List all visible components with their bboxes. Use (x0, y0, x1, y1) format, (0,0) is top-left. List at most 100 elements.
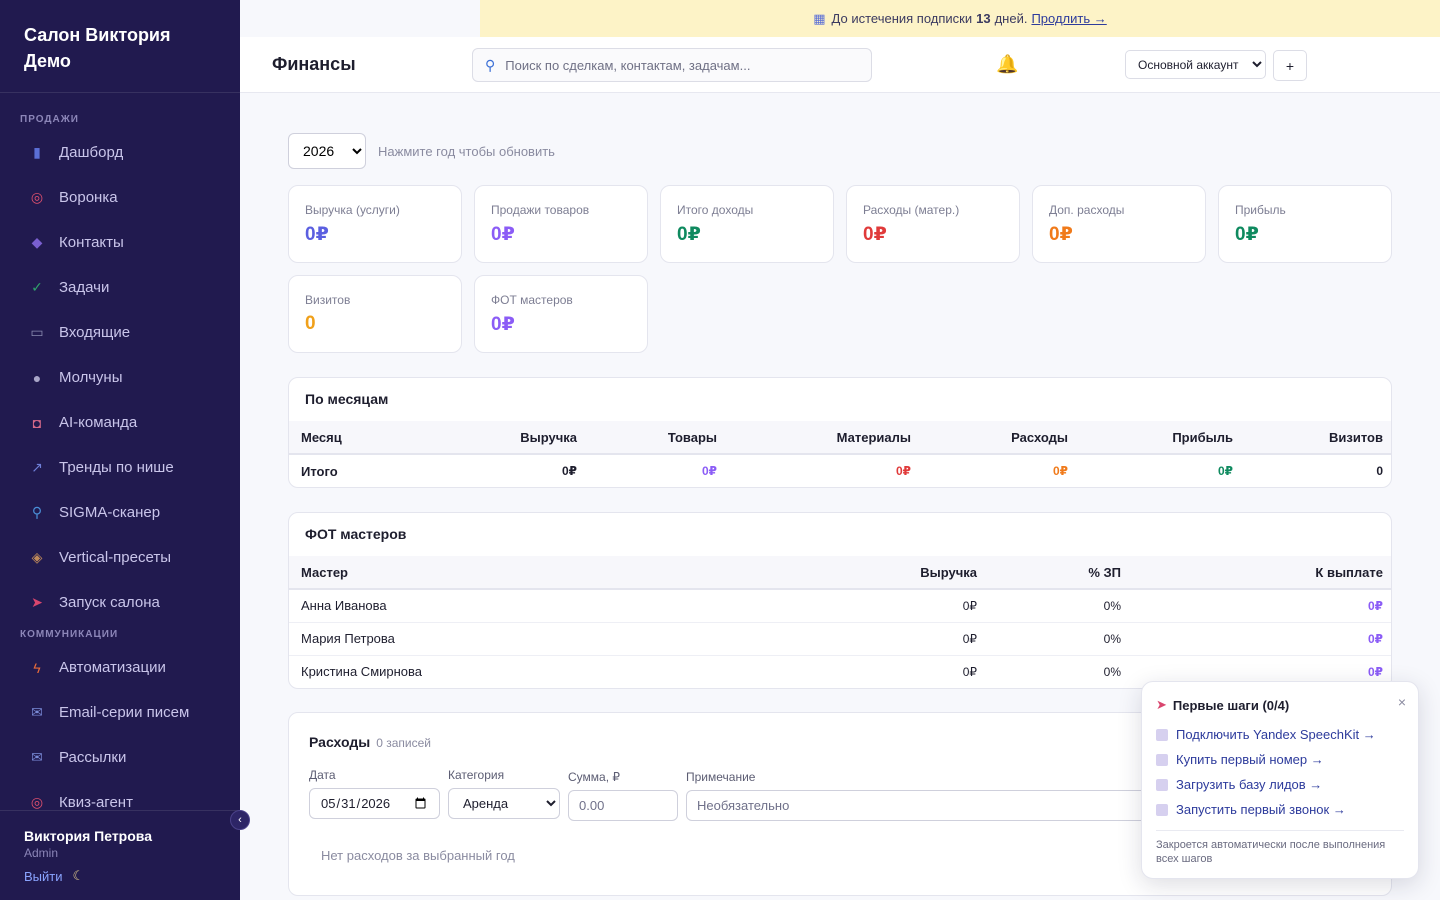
magnifier-icon: ⚲ (31, 504, 43, 520)
sidebar-item-10-0[interactable]: ➤ Запуск салона (0, 580, 240, 625)
onboarding-step-label: Подключить Yandex SpeechKit → (1176, 727, 1376, 742)
sidebar-item-0-0[interactable]: ▮ Дашборд (0, 130, 240, 175)
col-payout: К выплате (1129, 556, 1391, 590)
kpi-value: 0₽ (1049, 224, 1073, 245)
kpi-label: ФОТ мастеров (491, 293, 573, 307)
payroll-table: Мастер Выручка % ЗП К выплате Анна Ивано… (289, 556, 1391, 688)
sidebar-item-8-0[interactable]: ⚲ SIGMA-сканер (0, 490, 240, 535)
checkbox-icon[interactable] (1156, 728, 1168, 741)
onboarding-widget: ➤ Первые шаги (0/4) × Подключить Yandex … (1141, 681, 1419, 879)
col-master: Мастер (289, 556, 669, 590)
sidebar-item-3-1[interactable]: ◎ Квиз-агент (0, 780, 240, 810)
total-label: Итого (301, 463, 338, 479)
sidebar-item-label: Vertical-пресеты (59, 549, 171, 566)
kpi-card: ФОТ мастеров 0₽ (474, 275, 648, 353)
expenses-title: Расходы (309, 734, 371, 750)
master-payout: 0₽ (1129, 622, 1391, 656)
moon-icon[interactable]: ☾ (72, 868, 85, 883)
trend-chart-icon: ↗ (31, 459, 43, 475)
kpi-label: Визитов (305, 293, 351, 307)
section-label: КОММУНИКАЦИИ (20, 629, 119, 640)
add-account-button[interactable]: + (1273, 50, 1307, 81)
total-profit: 0₽ (1217, 464, 1233, 478)
kpi-value: 0₽ (491, 314, 515, 335)
main-content: 2026 Нажмите год чтобы обновить Выручка … (240, 93, 1440, 900)
mail-icon: ✉ (31, 749, 43, 765)
onboarding-step[interactable]: Купить первый номер → (1156, 747, 1404, 772)
master-percent: 0% (985, 622, 1129, 656)
kpi-card: Расходы (матер.) 0₽ (846, 185, 1020, 263)
checkbox-icon[interactable] (1156, 778, 1168, 791)
col-revenue: Выручка (429, 421, 585, 455)
col-expenses: Расходы (919, 421, 1076, 455)
logout-link[interactable]: Выйти (24, 868, 63, 884)
sidebar-item-label: Автоматизации (59, 659, 166, 676)
sidebar-item-6-0[interactable]: ◘ AI-команда (0, 400, 240, 445)
master-name: Кристина Смирнова (301, 664, 423, 680)
rocket-icon: ➤ (1156, 697, 1167, 712)
banner-days: 13 (976, 11, 991, 26)
kpi-value: 0₽ (1235, 224, 1259, 245)
sidebar-nav: ПРОДАЖИ ▮ Дашборд ◎ Воронка ◆ Контакты ✓… (0, 93, 240, 810)
total-materials: 0₽ (895, 464, 911, 478)
sidebar-item-4-0[interactable]: ▭ Входящие (0, 310, 240, 355)
page-title: Финансы (272, 54, 356, 74)
renew-link[interactable]: Продлить → (1031, 11, 1107, 26)
checkbox-icon[interactable] (1156, 753, 1168, 766)
lightning-icon: ϟ (33, 659, 41, 676)
sidebar-collapse-button[interactable]: ‹ (230, 810, 250, 830)
subscription-banner: ▦ До истечения подписки 13 дней. Продлит… (480, 0, 1440, 37)
master-percent: 0% (985, 589, 1129, 623)
package-icon: ◈ (31, 549, 43, 565)
sidebar-item-2-1[interactable]: ✉ Рассылки (0, 735, 240, 780)
total-goods: 0₽ (701, 464, 717, 478)
onboarding-step-label: Купить первый номер → (1176, 752, 1324, 767)
kpi-label: Итого доходы (677, 203, 754, 217)
payroll-panel: ФОТ мастеров Мастер Выручка % ЗП К выпла… (288, 512, 1392, 689)
expenses-count: 0 записей (376, 736, 431, 750)
chevron-left-icon: ‹ (238, 814, 242, 826)
sidebar-item-1-1[interactable]: ✉ Email-серии писем (0, 690, 240, 735)
onboarding-step[interactable]: Загрузить базу лидов → (1156, 772, 1404, 797)
brand-logo[interactable]: Салон Виктория Демо (0, 0, 240, 93)
col-visits: Визитов (1241, 421, 1391, 455)
monthly-panel: По месяцам Месяц Выручка Товары Материал… (288, 377, 1392, 488)
sidebar-item-1-0[interactable]: ◎ Воронка (0, 175, 240, 220)
search-box[interactable]: ⚲ (472, 48, 872, 82)
col-materials: Материалы (725, 421, 919, 455)
kpi-card: Выручка (услуги) 0₽ (288, 185, 462, 263)
account-select[interactable]: Основной аккаунт (1125, 50, 1266, 79)
onboarding-step-label: Запустить первый звонок → (1176, 802, 1346, 817)
kpi-card: Прибыль 0₽ (1218, 185, 1392, 263)
inbox-icon: ▭ (30, 324, 44, 340)
expenses-empty-note: Нет расходов за выбранный год (321, 848, 515, 863)
kpi-card: Доп. расходы 0₽ (1032, 185, 1206, 263)
bell-icon[interactable]: 🔔 (996, 54, 1019, 74)
year-select[interactable]: 2026 (288, 133, 366, 169)
robot-icon: ◘ (32, 414, 42, 431)
total-row: Итого 0₽ 0₽ 0₽ 0₽ 0₽ 0 (289, 454, 1391, 487)
master-revenue: 0₽ (669, 622, 985, 656)
sidebar-item-9-0[interactable]: ◈ Vertical-пресеты (0, 535, 240, 580)
onboarding-step[interactable]: Подключить Yandex SpeechKit → (1156, 722, 1404, 747)
sidebar: Салон Виктория Демо ПРОДАЖИ ▮ Дашборд ◎ … (0, 0, 240, 900)
sidebar-item-7-0[interactable]: ↗ Тренды по нише (0, 445, 240, 490)
sidebar-item-5-0[interactable]: ● Молчуны (0, 355, 240, 400)
amount-field[interactable] (568, 790, 678, 821)
close-icon[interactable]: × (1397, 694, 1406, 710)
date-field[interactable] (309, 788, 440, 819)
monthly-table: Месяц Выручка Товары Материалы Расходы П… (289, 421, 1391, 487)
kpi-card: Итого доходы 0₽ (660, 185, 834, 263)
target-icon: ◎ (30, 189, 44, 205)
sidebar-item-2-0[interactable]: ◆ Контакты (0, 220, 240, 265)
master-name: Мария Петрова (289, 622, 669, 656)
speech-bubble-icon: ● (32, 369, 42, 386)
search-input[interactable] (505, 57, 846, 73)
sidebar-item-0-1[interactable]: ϟ Автоматизации (0, 645, 240, 690)
category-select[interactable]: Аренда (448, 788, 560, 819)
sidebar-item-3-0[interactable]: ✓ Задачи (0, 265, 240, 310)
note-field[interactable] (686, 790, 1156, 821)
onboarding-step[interactable]: Запустить первый звонок → (1156, 797, 1404, 822)
checkbox-icon[interactable] (1156, 803, 1168, 816)
col-goods: Товары (585, 421, 725, 455)
